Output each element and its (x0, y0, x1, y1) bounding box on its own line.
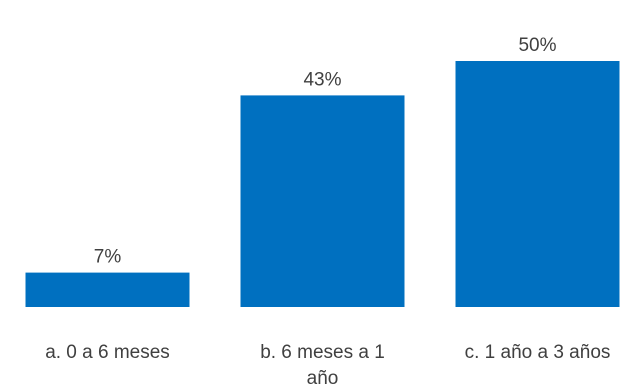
bar-1 (25, 272, 190, 307)
category-label-line: c. 1 año a 3 años (465, 342, 611, 363)
category-label-2: b. 6 meses a 1 año (260, 342, 385, 389)
bar-3 (455, 61, 620, 307)
category-label-3: c. 1 año a 3 años (465, 342, 611, 363)
value-label-1: 7% (94, 247, 122, 268)
bars-group (25, 61, 620, 308)
category-label-line: b. 6 meses a 1 (260, 342, 385, 363)
category-label-line: a. 0 a 6 meses (45, 342, 170, 363)
value-label-2: 43% (303, 69, 341, 90)
category-labels-group: a. 0 a 6 meses b. 6 meses a 1 año c. 1 año … (45, 342, 610, 389)
category-label-line: año (307, 368, 339, 389)
value-label-3: 50% (518, 35, 556, 56)
bar-2 (240, 95, 405, 308)
value-labels-group: 7% 43% 50% (94, 35, 557, 268)
category-label-1: a. 0 a 6 meses (45, 342, 170, 363)
